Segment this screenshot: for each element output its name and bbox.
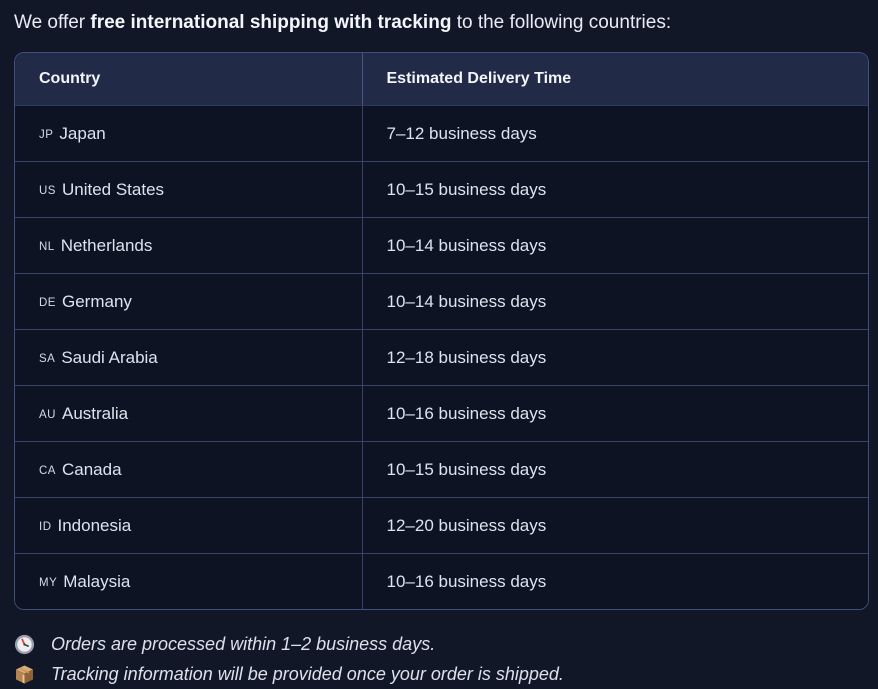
delivery-cell: 10–14 business days <box>361 273 868 330</box>
country-code: CA <box>39 464 56 477</box>
country-cell: CA Canada <box>15 441 362 498</box>
country-cell: US United States <box>15 161 362 218</box>
intro-prefix: We offer <box>14 12 91 33</box>
tracking-note-text: Tracking information will be provided on… <box>51 664 564 684</box>
table-header-row: Country Estimated Delivery Time <box>15 53 868 106</box>
country-code: ID <box>39 520 52 533</box>
country-code: DE <box>39 296 56 309</box>
country-code: AU <box>39 408 56 421</box>
country-name: United States <box>61 179 165 199</box>
country-name: Saudi Arabia <box>61 347 158 367</box>
intro-bold: free international shipping with trackin… <box>90 12 452 33</box>
column-header-delivery: Estimated Delivery Time <box>361 53 868 106</box>
country-cell: MY Malaysia <box>15 553 362 609</box>
country-code: US <box>39 184 56 197</box>
table-row: JP Japan 7–12 business days <box>15 105 868 162</box>
country-name: Malaysia <box>63 571 131 591</box>
table-row: NL Netherlands 10–14 business days <box>15 217 868 274</box>
country-cell: SA Saudi Arabia <box>15 329 362 386</box>
country-cell: JP Japan <box>15 105 362 162</box>
country-cell: AU Australia <box>15 385 362 442</box>
country-cell: ID Indonesia <box>15 497 362 554</box>
delivery-cell: 10–15 business days <box>361 161 868 218</box>
country-code: JP <box>39 128 54 141</box>
table-row: DE Germany 10–14 business days <box>15 273 868 330</box>
country-name: Australia <box>61 403 129 423</box>
package-icon <box>14 664 35 685</box>
country-name: Japan <box>59 123 106 143</box>
processing-note: Orders are processed within 1–2 business… <box>14 629 864 659</box>
table-row: SA Saudi Arabia 12–18 business days <box>15 329 868 386</box>
delivery-cell: 12–20 business days <box>361 497 868 554</box>
table-row: MY Malaysia 10–16 business days <box>15 553 868 609</box>
intro-text: We offer free international shipping wit… <box>0 0 878 36</box>
shipping-table: Country Estimated Delivery Time JP Japan … <box>15 53 868 609</box>
delivery-cell: 12–18 business days <box>361 329 868 386</box>
country-code: MY <box>39 576 58 589</box>
delivery-cell: 10–16 business days <box>361 385 868 442</box>
table-row: CA Canada 10–15 business days <box>15 441 868 498</box>
delivery-cell: 10–16 business days <box>361 553 868 609</box>
country-name: Canada <box>61 459 122 479</box>
tracking-note: Tracking information will be provided on… <box>14 659 864 689</box>
table-row: ID Indonesia 12–20 business days <box>15 497 868 554</box>
table-row: AU Australia 10–16 business days <box>15 385 868 442</box>
country-name: Netherlands <box>60 235 153 255</box>
country-name: Germany <box>61 291 132 311</box>
processing-note-text: Orders are processed within 1–2 business… <box>51 634 436 654</box>
notes-section: Orders are processed within 1–2 business… <box>14 629 864 689</box>
country-cell: NL Netherlands <box>15 217 362 274</box>
column-header-country: Country <box>15 53 362 106</box>
country-cell: DE Germany <box>15 273 362 330</box>
table-row: US United States 10–15 business days <box>15 161 868 218</box>
delivery-cell: 7–12 business days <box>361 105 868 162</box>
country-code: SA <box>39 352 56 365</box>
country-code: NL <box>39 240 55 253</box>
clock-icon <box>14 634 35 655</box>
shipping-table-container: Country Estimated Delivery Time JP Japan … <box>14 52 869 610</box>
intro-suffix: to the following countries: <box>451 12 672 33</box>
delivery-cell: 10–15 business days <box>361 441 868 498</box>
country-name: Indonesia <box>57 515 132 535</box>
delivery-cell: 10–14 business days <box>361 217 868 274</box>
